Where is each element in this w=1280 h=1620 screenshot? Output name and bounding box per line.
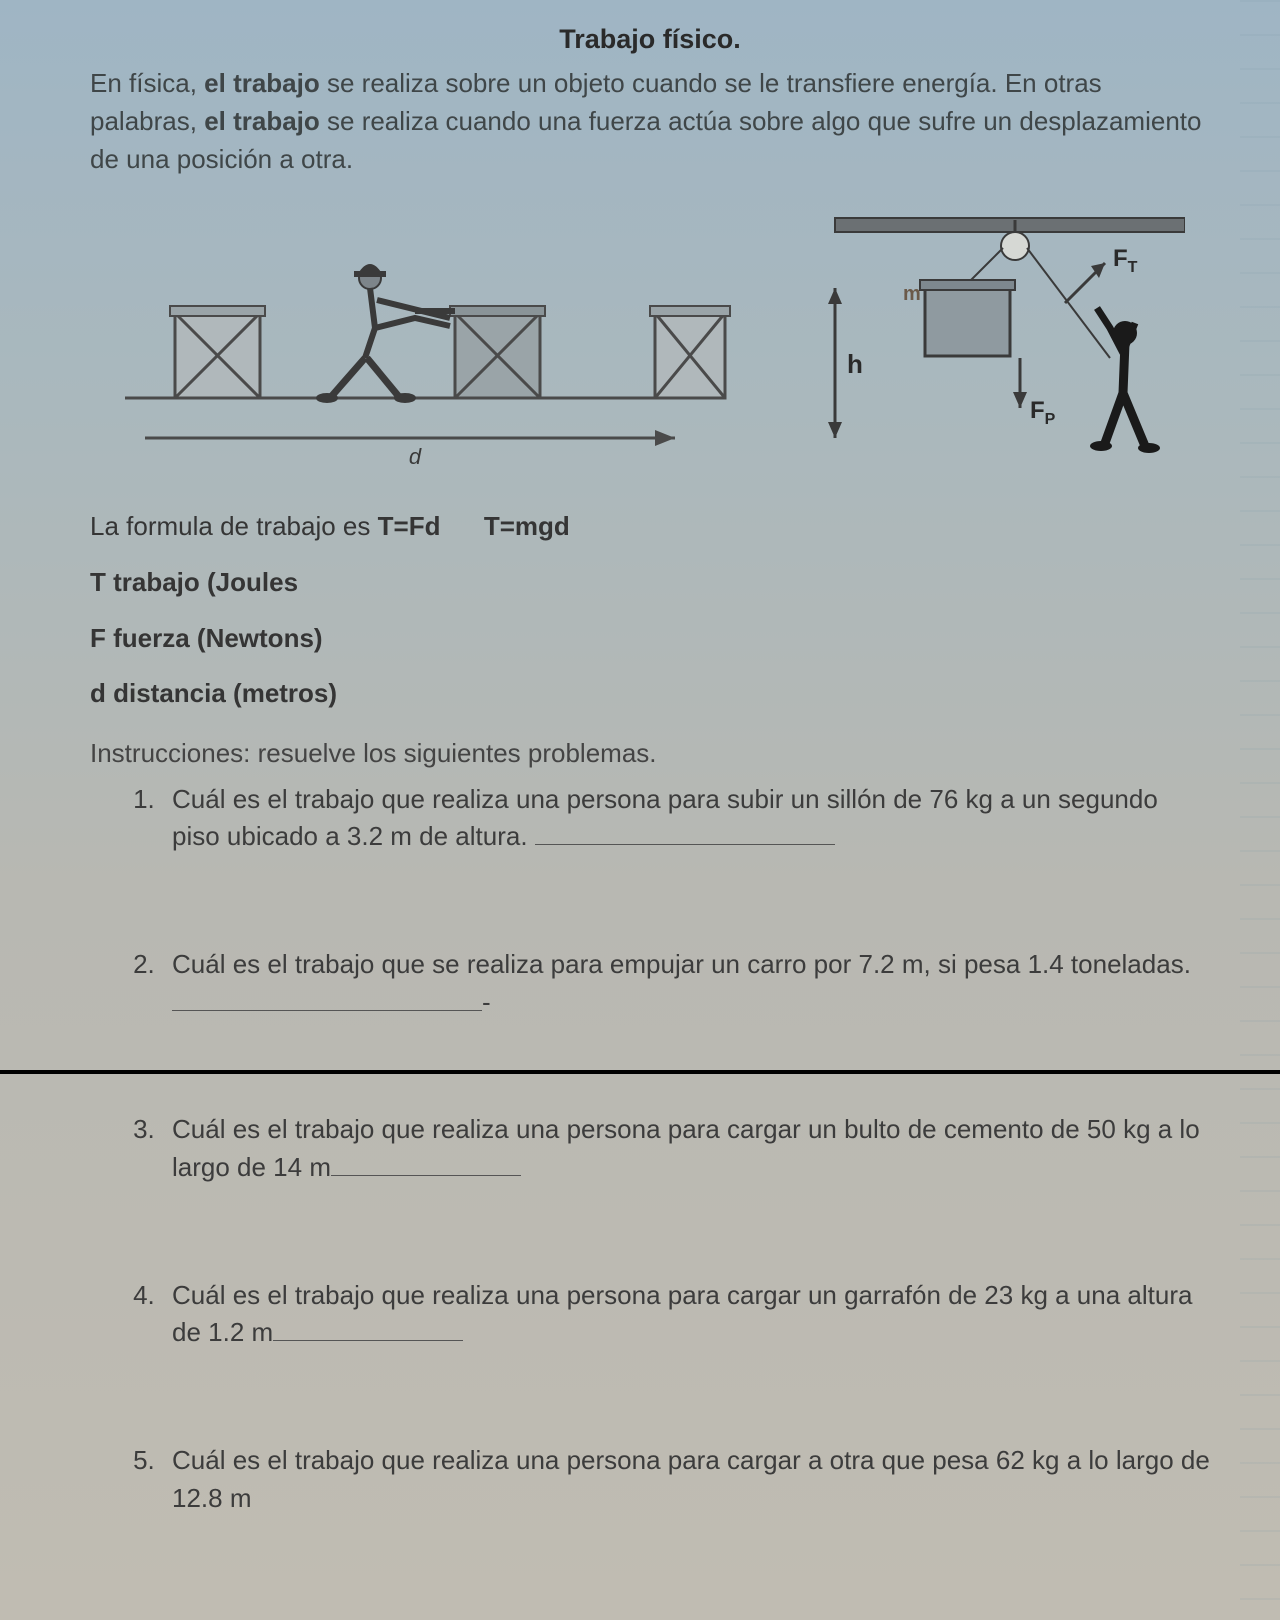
m-label: m xyxy=(903,283,921,305)
answer-blank xyxy=(331,1149,521,1176)
crate-icon xyxy=(650,306,730,398)
figures-row: d xyxy=(90,208,1210,488)
answer-blank xyxy=(535,818,835,845)
problem-text: Cuál es el trabajo que se realiza para e… xyxy=(172,949,1191,979)
person-pushing-icon xyxy=(317,265,450,402)
intro-paragraph: En física, el trabajo se realiza sobre u… xyxy=(90,65,1210,178)
problem-item: Cuál es el trabajo que realiza una perso… xyxy=(162,1442,1210,1517)
problem-text: Cuál es el trabajo que realiza una perso… xyxy=(172,1114,1200,1182)
formula-f: F fuerza (Newtons) xyxy=(90,620,1210,658)
d-label: d xyxy=(409,444,422,468)
instructions-heading: Instrucciones: resuelve los siguientes p… xyxy=(90,735,1210,773)
formula-block: La formula de trabajo es T=Fd T=mgd T tr… xyxy=(90,508,1210,713)
intro-text: En física, xyxy=(90,68,204,98)
problem-item: Cuál es el trabajo que realiza una perso… xyxy=(162,781,1210,856)
formula-d: d distancia (metros) xyxy=(90,675,1210,713)
notebook-spiral-edge xyxy=(1240,0,1280,1620)
problem-text: Cuál es el trabajo que realiza una perso… xyxy=(172,1445,1210,1513)
answer-blank xyxy=(273,1314,463,1341)
problem-item: Cuál es el trabajo que realiza una perso… xyxy=(162,1277,1210,1352)
problem-item: Cuál es el trabajo que realiza una perso… xyxy=(162,1111,1210,1186)
person-pulling-icon xyxy=(1090,308,1160,453)
problem-item: Cuál es el trabajo que se realiza para e… xyxy=(162,946,1210,1021)
formula-t: T trabajo (Joules xyxy=(90,564,1210,602)
crate-icon xyxy=(170,306,265,398)
intro-bold-1: el trabajo xyxy=(204,68,320,98)
fp-label: FP xyxy=(1030,397,1056,428)
answer-blank xyxy=(172,984,482,1011)
figure-pulley: m FT FP h xyxy=(765,208,1185,488)
h-label: h xyxy=(847,349,863,379)
problems-list: Cuál es el trabajo que realiza una perso… xyxy=(90,781,1210,1518)
formula-eq1: T=Fd xyxy=(378,511,441,541)
formula-line: La formula de trabajo es T=Fd T=mgd xyxy=(90,508,1210,546)
formula-text: La formula de trabajo es xyxy=(90,511,378,541)
formula-eq2: T=mgd xyxy=(484,511,570,541)
figure-push-crate: d xyxy=(115,208,735,488)
horizontal-divider xyxy=(0,1070,1280,1074)
problem-suffix: - xyxy=(482,987,491,1017)
page-title: Trabajo físico. xyxy=(90,20,1210,59)
crate-icon xyxy=(450,306,545,398)
intro-bold-2: el trabajo xyxy=(204,106,320,136)
ft-label: FT xyxy=(1113,245,1138,276)
